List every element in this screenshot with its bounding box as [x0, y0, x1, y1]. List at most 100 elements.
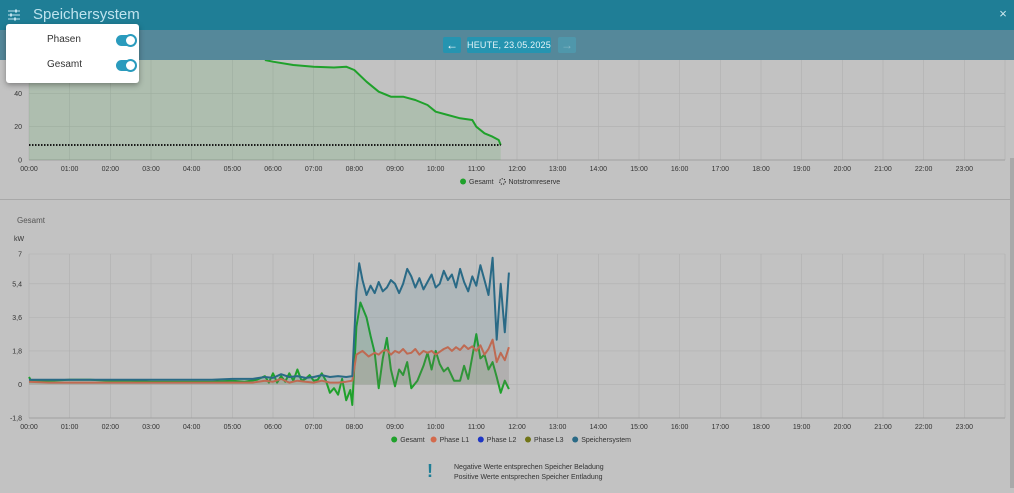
legend-label: Speichersystem	[581, 437, 631, 444]
x-tick-label: 23:00	[956, 424, 974, 431]
x-tick-label: 00:00	[20, 424, 38, 431]
x-tick-label: 08:00	[346, 424, 364, 431]
x-tick-label: 04:00	[183, 166, 201, 173]
legend-label: Phase L2	[487, 437, 517, 444]
x-tick-label: 01:00	[61, 166, 79, 173]
legend-label: Phase L3	[534, 437, 564, 444]
gesamt-toggle[interactable]	[116, 59, 137, 72]
title-bar: Speichersystem ×	[0, 0, 1014, 30]
x-tick-label: 22:00	[915, 166, 933, 173]
scrollbar[interactable]	[1010, 158, 1014, 488]
x-tick-label: 19:00	[793, 424, 811, 431]
settings-sliders-icon[interactable]	[7, 8, 21, 22]
x-tick-label: 07:00	[305, 166, 323, 173]
date-button[interactable]: HEUTE, 23.05.2025	[467, 37, 551, 53]
toggle-label-gesamt: Gesamt	[47, 59, 83, 70]
x-tick-label: 11:00	[468, 424, 485, 431]
section-title: Gesamt	[17, 216, 46, 225]
next-day-button[interactable]: →	[558, 37, 576, 53]
legend-label: Gesamt	[469, 179, 494, 186]
x-tick-label: 18:00	[752, 424, 770, 431]
y-tick-label: 5,4	[12, 281, 22, 288]
x-tick-label: 20:00	[834, 166, 852, 173]
legend-marker	[499, 178, 506, 185]
x-tick-label: 05:00	[224, 424, 242, 431]
series-area-gesamt	[29, 60, 501, 160]
legend-item-phase-l1: Phase L1	[430, 436, 470, 444]
legend-marker	[477, 436, 484, 443]
x-tick-label: 12:00	[508, 424, 526, 431]
legend-item-phase-l3: Phase L3	[525, 436, 564, 444]
x-tick-label: 01:00	[61, 424, 79, 431]
y-tick-label: 0	[18, 158, 22, 165]
x-tick-label: 15:00	[630, 424, 648, 431]
x-tick-label: 21:00	[874, 424, 892, 431]
x-tick-label: 20:00	[834, 424, 852, 431]
legend-marker	[430, 436, 437, 443]
x-tick-label: 06:00	[264, 424, 282, 431]
x-tick-label: 19:00	[793, 166, 811, 173]
x-tick-label: 09:00	[386, 424, 404, 431]
y-tick-label: 7	[18, 252, 22, 259]
y-tick-label: -1,8	[10, 416, 22, 423]
legend-marker	[572, 436, 579, 443]
legend-item-speichersystem: Speichersystem	[572, 436, 631, 444]
legend-item-phase-l2: Phase L2	[477, 436, 517, 444]
y-tick-label: 40	[14, 91, 22, 98]
x-tick-label: 18:00	[752, 166, 770, 173]
legend-item-gesamt: Gesamt	[460, 178, 494, 186]
toggle-row-gesamt[interactable]: Gesamt	[6, 56, 139, 76]
x-tick-label: 13:00	[549, 166, 567, 173]
phasen-toggle[interactable]	[116, 34, 137, 47]
toggle-knob	[124, 59, 137, 72]
x-tick-label: 02:00	[102, 424, 120, 431]
legend-label: Notstromreserve	[508, 179, 560, 186]
series-area-speichersystem	[29, 257, 509, 385]
x-tick-label: 08:00	[346, 166, 364, 173]
x-tick-label: 06:00	[264, 166, 282, 173]
x-tick-label: 02:00	[102, 166, 120, 173]
series-toggle-popup: Phasen Gesamt	[6, 24, 139, 83]
date-navigation: ← HEUTE, 23.05.2025 →	[0, 30, 1014, 60]
x-tick-label: 21:00	[874, 166, 892, 173]
series-area-phase-l1	[29, 339, 509, 385]
x-tick-label: 10:00	[427, 424, 445, 431]
previous-day-button[interactable]: ←	[443, 37, 461, 53]
x-tick-label: 03:00	[142, 166, 160, 173]
window-title: Speichersystem	[33, 6, 140, 23]
x-tick-label: 16:00	[671, 166, 689, 173]
legend-marker	[460, 178, 467, 185]
x-tick-label: 07:00	[305, 424, 323, 431]
legend-marker	[525, 436, 531, 443]
info-icon: !	[427, 461, 433, 481]
x-tick-label: 12:00	[508, 166, 526, 173]
toggle-row-phasen[interactable]: Phasen	[6, 31, 139, 51]
power-chart: -1,8 0 1,8 3,6 5,4 7 00:00 01:00 02:00 03:00 04:00…	[10, 252, 1006, 444]
x-tick-label: 15:00	[630, 166, 648, 173]
toggle-knob	[124, 34, 137, 47]
legend-item-notstromreserve: Notstromreserve	[499, 178, 560, 186]
legend-item-gesamt: Gesamt	[391, 436, 425, 444]
x-tick-label: 00:00	[20, 166, 38, 173]
x-tick-label: 05:00	[224, 166, 242, 173]
x-tick-label: 16:00	[671, 424, 689, 431]
x-tick-label: 17:00	[712, 424, 730, 431]
x-tick-label: 14:00	[590, 166, 608, 173]
info-line-1: Negative Werte entsprechen Speicher Bela…	[454, 464, 604, 471]
close-icon[interactable]: ×	[999, 6, 1007, 21]
info-text: Negative Werte entsprechen Speicher Bela…	[454, 463, 604, 483]
x-tick-label: 11:00	[468, 166, 485, 173]
y-tick-label: 20	[14, 124, 22, 131]
x-tick-label: 09:00	[386, 166, 404, 173]
soc-chart: 0 20 40 00:00 01:00 02:00 03:00 04:00 05:00 06:00…	[14, 60, 1006, 186]
x-tick-label: 22:00	[915, 424, 933, 431]
y-tick-label: 1,8	[12, 348, 22, 355]
x-tick-label: 03:00	[142, 424, 160, 431]
series-line-speichersystem	[29, 256, 510, 381]
legend-label: Phase L1	[440, 437, 470, 444]
series-line-gesamt	[264, 60, 502, 146]
info-line-2: Positive Werte entsprechen Speicher Entl…	[454, 474, 603, 481]
y-tick-label: 0	[18, 382, 22, 389]
series-line-phase-l1	[28, 338, 510, 384]
toggle-label-phasen: Phasen	[47, 34, 81, 45]
